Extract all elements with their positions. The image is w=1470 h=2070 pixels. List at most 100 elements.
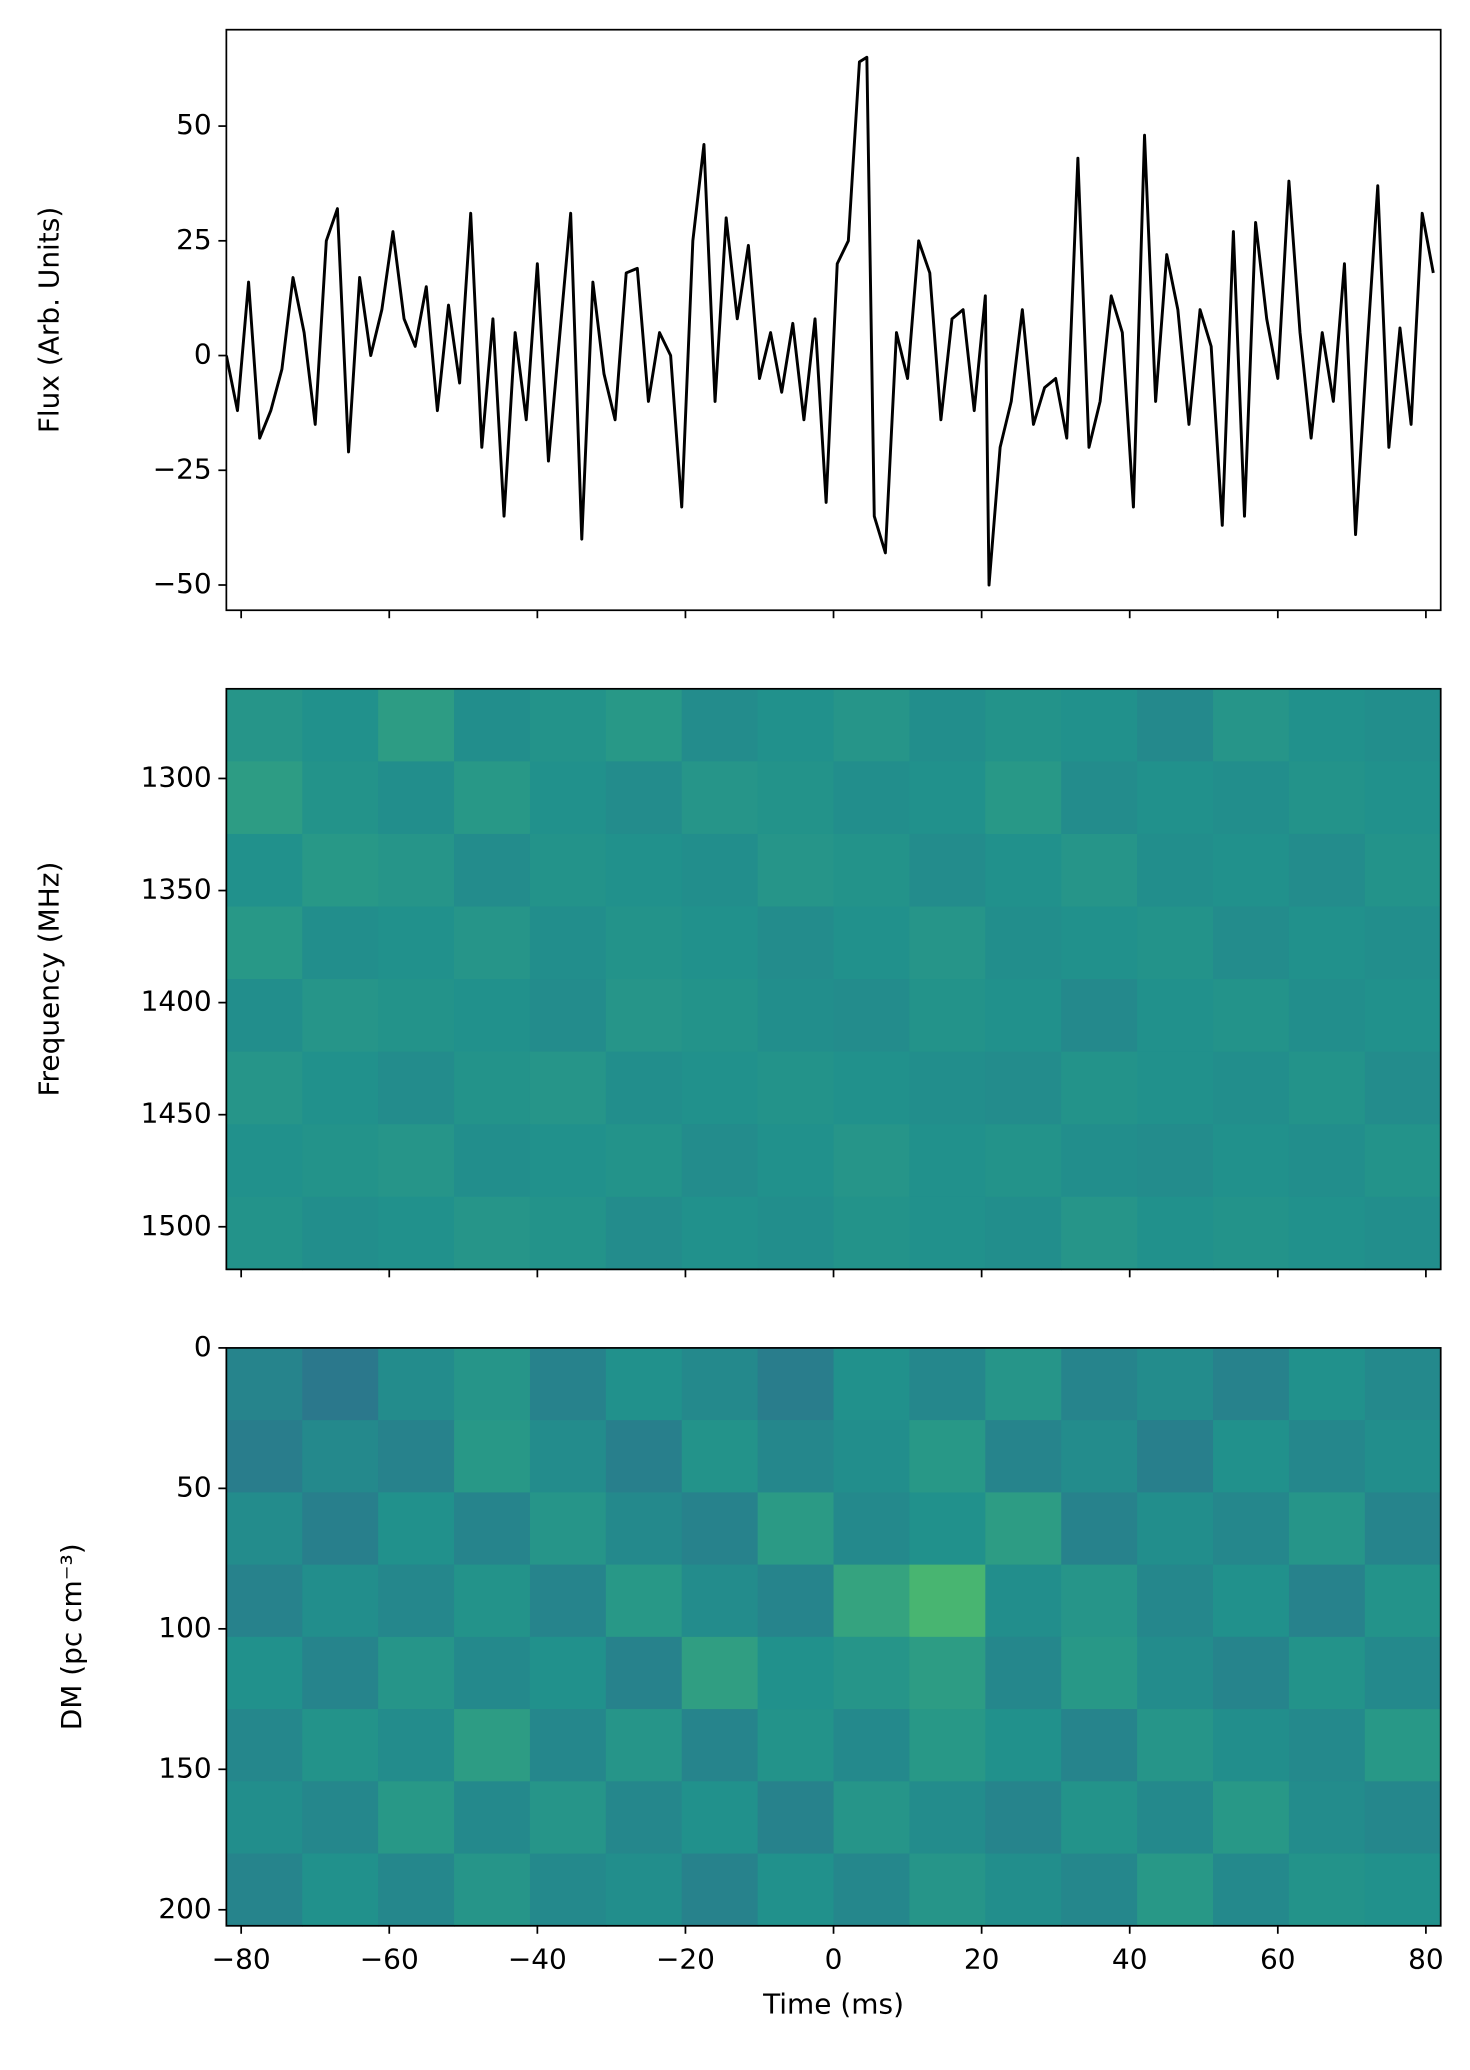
heatmap-cell (529, 1347, 607, 1421)
y-axis-label: Flux (Arb. Units) (33, 207, 66, 433)
heatmap-cell (605, 1051, 683, 1126)
heatmap-cell (757, 1124, 835, 1198)
heatmap-cell (757, 833, 835, 908)
heatmap-cell (605, 906, 683, 980)
heatmap-cell (302, 906, 379, 980)
x-tick-label: −20 (656, 1942, 715, 1975)
heatmap-cell (1213, 1051, 1290, 1126)
heatmap-cell (833, 1347, 911, 1421)
y-tick-label: 200 (158, 1892, 211, 1925)
heatmap-cell (529, 1492, 607, 1566)
heatmap-cell (1288, 1051, 1366, 1126)
heatmap-cell (378, 761, 455, 835)
heatmap-cell (909, 688, 987, 763)
heatmap-cell (1137, 1347, 1214, 1421)
heatmap-cell (226, 1781, 304, 1855)
heatmap-cell (985, 1492, 1063, 1566)
heatmap-cell (681, 1492, 759, 1566)
heatmap-cell (302, 1853, 379, 1927)
heatmap-cell (454, 979, 531, 1053)
heatmap-cell (1061, 1564, 1138, 1638)
y-tick-label: 25 (176, 223, 212, 256)
heatmap-cell (1137, 979, 1214, 1053)
heatmap-cell (378, 1420, 455, 1494)
heatmap-cell (757, 1196, 835, 1271)
heatmap-cell (757, 1781, 835, 1855)
heatmap-cell (985, 1347, 1063, 1421)
heatmap-cell (1061, 833, 1138, 908)
y-tick-label: 1300 (141, 760, 212, 793)
y-tick-label: 100 (158, 1611, 211, 1644)
heatmap-cell (454, 1709, 531, 1783)
heatmap-cell (1213, 1196, 1290, 1271)
heatmap-cell (985, 906, 1063, 980)
heatmap-cell (302, 1051, 379, 1126)
heatmap-cell (226, 1420, 304, 1494)
x-tick-label: −60 (360, 1942, 419, 1975)
heatmap-cell (833, 979, 911, 1053)
heatmap-cell (1137, 1124, 1214, 1198)
heatmap-cell (226, 1853, 304, 1927)
heatmap-cell (378, 979, 455, 1053)
heatmap-cell (1061, 761, 1138, 835)
heatmap-cell (302, 1564, 379, 1638)
heatmap-cell (909, 1347, 987, 1421)
heatmap-cell (226, 1636, 304, 1710)
heatmap-cell (529, 1420, 607, 1494)
heatmap-cell (833, 1709, 911, 1783)
heatmap-cell (454, 1636, 531, 1710)
heatmap-cell (302, 1636, 379, 1710)
heatmap-cell (985, 1853, 1063, 1927)
heatmap-cell (529, 1564, 607, 1638)
heatmap-cell (1364, 1709, 1442, 1783)
heatmap-cell (1364, 1124, 1442, 1198)
heatmap-cell (1137, 1564, 1214, 1638)
heatmap-cell (378, 1051, 455, 1126)
heatmap-cell (605, 833, 683, 908)
heatmap-cell (1364, 761, 1442, 835)
heatmap-cell (757, 688, 835, 763)
y-tick-label: 0 (194, 338, 212, 371)
heatmap-cell (985, 1636, 1063, 1710)
heatmap-cell (833, 761, 911, 835)
heatmap-cell (454, 1492, 531, 1566)
heatmap-cell (1061, 979, 1138, 1053)
heatmap-cell (1137, 1420, 1214, 1494)
heatmap-cell (226, 1492, 304, 1566)
heatmap-cell (1288, 1781, 1366, 1855)
heatmap-cell (985, 833, 1063, 908)
heatmap-cell (1364, 688, 1442, 763)
heatmap-cell (226, 906, 304, 980)
heatmap-cell (1213, 1124, 1290, 1198)
heatmap-cell (605, 1420, 683, 1494)
heatmap-cell (833, 1051, 911, 1126)
heatmap-cell (1364, 1853, 1442, 1927)
heatmap-cell (529, 1051, 607, 1126)
heatmap-cell (681, 1853, 759, 1927)
heatmap-cell (757, 906, 835, 980)
y-tick-label: 1500 (141, 1209, 212, 1242)
heatmap-cell (681, 1124, 759, 1198)
heatmap-cell (909, 1781, 987, 1855)
heatmap-cell (1364, 1564, 1442, 1638)
heatmap-cell (1137, 833, 1214, 908)
heatmap-cell (226, 1124, 304, 1198)
heatmap-cell (1288, 1124, 1366, 1198)
flux-line (226, 55, 1435, 587)
heatmap-cell (985, 979, 1063, 1053)
heatmap-cell (1061, 906, 1138, 980)
heatmap-cell (833, 1781, 911, 1855)
heatmap-cell (1364, 1051, 1442, 1126)
heatmap-cell (985, 1564, 1063, 1638)
y-tick-label: 1400 (141, 985, 212, 1018)
heatmap-cell (1288, 1564, 1366, 1638)
y-tick-label: 50 (176, 108, 212, 141)
heatmap-cell (909, 1420, 987, 1494)
heatmap-cell (226, 761, 304, 835)
y-tick-label: −25 (153, 452, 212, 485)
heatmap-cell (1364, 906, 1442, 980)
heatmap-cell (226, 1051, 304, 1126)
heatmap-cell (1288, 979, 1366, 1053)
heatmap-cell (1061, 1196, 1138, 1271)
heatmap-cell (302, 1709, 379, 1783)
